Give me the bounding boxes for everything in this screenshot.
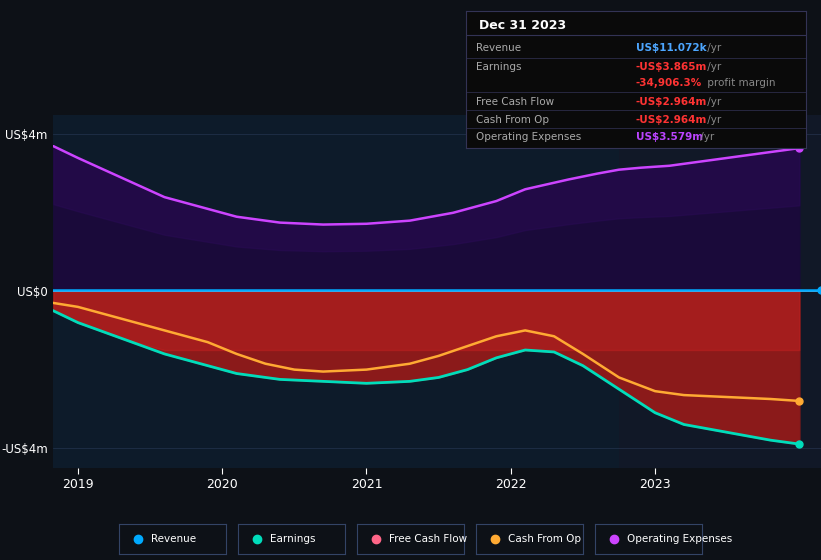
Text: Free Cash Flow: Free Cash Flow	[475, 97, 554, 107]
Text: /yr: /yr	[704, 115, 722, 124]
Text: Earnings: Earnings	[270, 534, 315, 544]
Text: -US$3.865m: -US$3.865m	[635, 63, 707, 72]
Text: Revenue: Revenue	[151, 534, 196, 544]
Text: Dec 31 2023: Dec 31 2023	[479, 20, 566, 32]
Text: /yr: /yr	[697, 132, 714, 142]
Text: /yr: /yr	[704, 97, 722, 107]
Text: Free Cash Flow: Free Cash Flow	[389, 534, 467, 544]
Bar	[619, 115, 821, 468]
Text: US$3.579m: US$3.579m	[635, 132, 703, 142]
Text: /yr: /yr	[704, 63, 722, 72]
Text: Operating Expenses: Operating Expenses	[475, 132, 581, 142]
Text: -US$2.964m: -US$2.964m	[635, 115, 707, 124]
Text: -34,906.3%: -34,906.3%	[635, 77, 702, 87]
Text: /yr: /yr	[704, 43, 722, 53]
Text: profit margin: profit margin	[704, 77, 776, 87]
Text: Revenue: Revenue	[475, 43, 521, 53]
Text: Earnings: Earnings	[475, 63, 521, 72]
Text: Cash From Op: Cash From Op	[475, 115, 548, 124]
Text: -US$2.964m: -US$2.964m	[635, 97, 707, 107]
Text: Operating Expenses: Operating Expenses	[627, 534, 732, 544]
Text: US$11.072k: US$11.072k	[635, 43, 707, 53]
Text: Cash From Op: Cash From Op	[508, 534, 581, 544]
